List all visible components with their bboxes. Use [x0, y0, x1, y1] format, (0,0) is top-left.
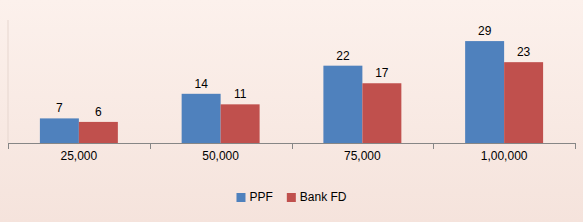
data-label: 14 — [194, 77, 208, 91]
legend-item: Bank FD — [287, 190, 347, 204]
x-tick-label: 25,000 — [61, 149, 98, 163]
bar — [362, 83, 401, 143]
legend: PPF Bank FD — [236, 190, 346, 204]
data-label: 29 — [478, 24, 492, 38]
data-label: 22 — [336, 49, 350, 63]
data-label: 23 — [517, 45, 531, 59]
x-axis-line — [8, 143, 575, 144]
y-axis-line — [8, 20, 9, 143]
bars — [40, 41, 543, 143]
bar — [504, 62, 543, 143]
legend-swatch — [287, 193, 296, 202]
legend-label: PPF — [249, 190, 272, 204]
data-label: 7 — [56, 101, 63, 115]
legend-swatch — [236, 193, 245, 202]
bar — [323, 66, 362, 143]
bar — [40, 118, 79, 143]
x-tick-separator — [150, 143, 151, 149]
x-tick-separator — [8, 143, 9, 149]
x-tick-label: 1,00,000 — [481, 149, 528, 163]
bar — [465, 41, 504, 143]
bar — [79, 122, 118, 143]
chart-background — [0, 0, 583, 222]
chart-container: 7 14 22 29 6 11 17 23 25,000 50,000 75,000 1,00,000… — [0, 0, 583, 222]
data-label: 11 — [234, 87, 247, 101]
data-label: 6 — [95, 105, 102, 119]
data-labels: 7 14 22 29 6 11 17 23 — [56, 24, 531, 119]
chart-svg: 7 14 22 29 6 11 17 23 25,000 50,000 75,000 1,00,000… — [0, 0, 583, 222]
legend-label: Bank FD — [300, 190, 347, 204]
x-tick-separator — [575, 143, 576, 149]
x-tick-separator — [292, 143, 293, 149]
data-label: 17 — [375, 66, 389, 80]
bar — [221, 104, 260, 143]
bar — [182, 94, 221, 143]
x-tick-label: 50,000 — [202, 149, 239, 163]
x-tick-label: 75,000 — [344, 149, 381, 163]
x-tick-separator — [433, 143, 434, 149]
legend-item: PPF — [236, 190, 272, 204]
